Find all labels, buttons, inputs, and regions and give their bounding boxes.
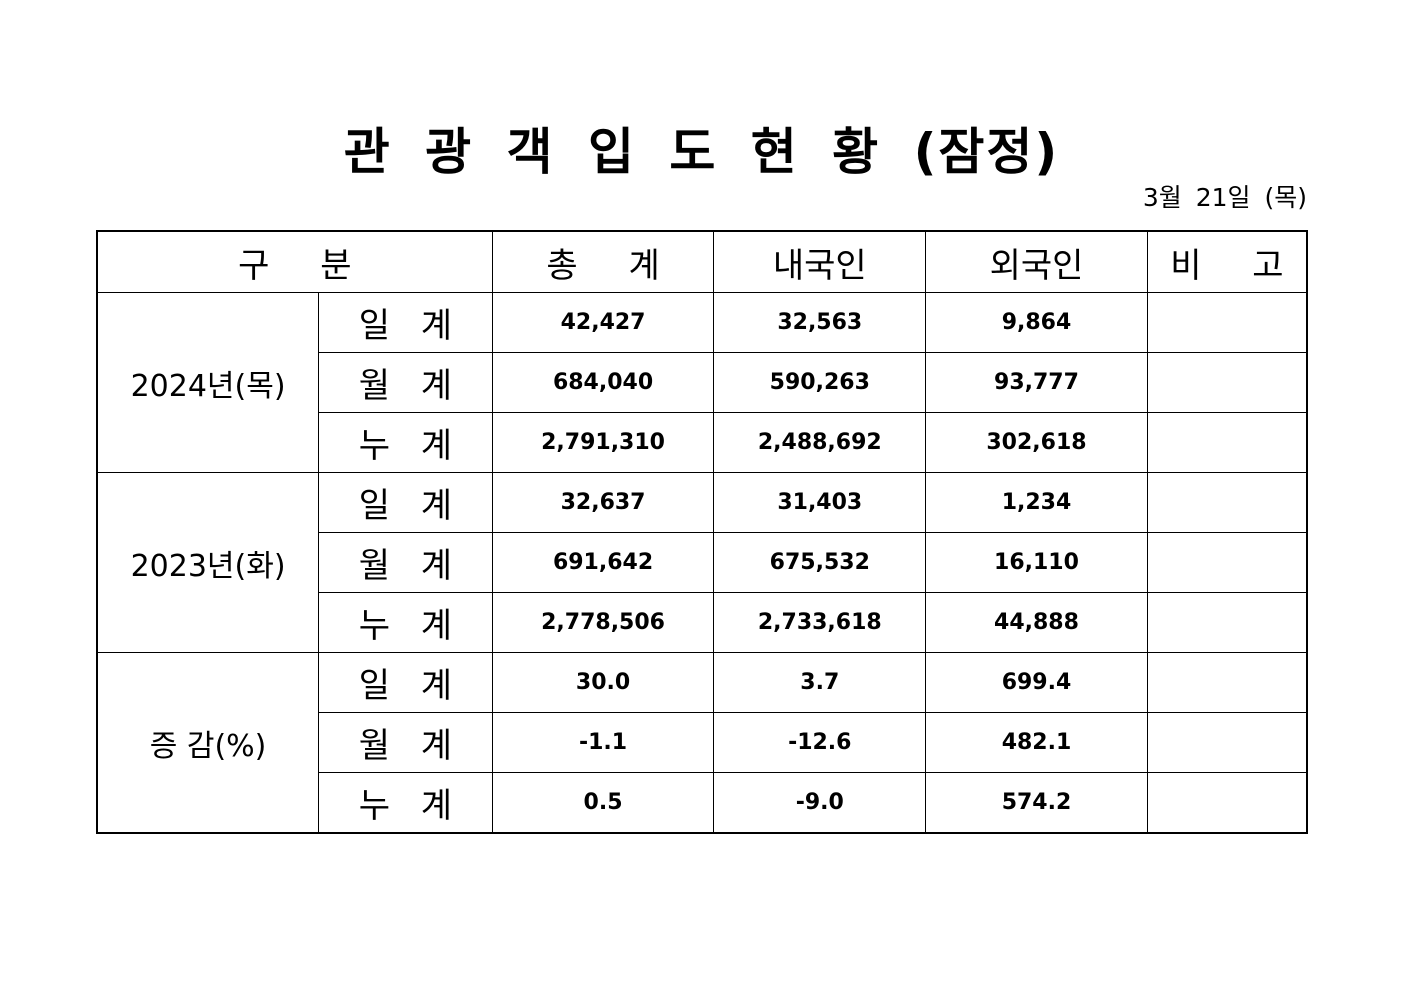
data-row: 누 계 2,791,310 2,488,692 302,618 [97, 412, 1308, 473]
value-cell: 0.5 [491, 772, 715, 834]
value-cell: 1,234 [925, 472, 1148, 533]
group-label: 2023년(화) [96, 472, 320, 653]
data-row: 2024년(목) 일 계 42,427 32,563 9,864 [96, 292, 1308, 473]
value-cell: 9,864 [925, 292, 1148, 353]
data-row: 월 계 691,642 675,532 16,110 [97, 532, 1308, 593]
value-cell: 482.1 [925, 712, 1148, 773]
remark-cell [1146, 772, 1308, 834]
row-label: 일 계 [318, 292, 493, 353]
value-cell: 44,888 [925, 592, 1148, 653]
row-label: 일 계 [318, 472, 493, 533]
remark-cell [1146, 472, 1308, 533]
remark-cell [1146, 652, 1308, 713]
row-label: 일 계 [318, 652, 493, 713]
value-cell: 16,110 [925, 532, 1148, 593]
remark-cell [1146, 292, 1308, 353]
value-cell: 31,403 [713, 472, 927, 533]
value-cell: 32,563 [713, 292, 927, 353]
value-cell: 2,488,692 [713, 412, 927, 473]
value-cell: 2,791,310 [491, 412, 715, 473]
row-label: 누 계 [318, 592, 493, 653]
data-row: 월 계 -1.1 -12.6 482.1 [97, 712, 1308, 773]
column-header: 외국인 [925, 230, 1148, 293]
value-cell: 302,618 [925, 412, 1148, 473]
value-cell: 2,733,618 [713, 592, 927, 653]
value-cell: 2,778,506 [491, 592, 715, 653]
value-cell: 675,532 [713, 532, 927, 593]
row-label: 누 계 [318, 772, 493, 834]
value-cell: -1.1 [491, 712, 715, 773]
remark-cell [1146, 592, 1308, 653]
group-label: 2024년(목) [96, 292, 320, 473]
remark-cell [1146, 532, 1308, 593]
remark-cell [1146, 412, 1308, 473]
value-cell: 691,642 [491, 532, 715, 593]
title: 관 광 객 입 도 현 황 (잠정) [343, 123, 1060, 181]
value-cell: 574.2 [925, 772, 1148, 834]
data-row: 2023년(화) 일 계 32,637 31,403 1,234 [96, 472, 1308, 653]
value-cell: 3.7 [713, 652, 927, 713]
column-header: 내국인 [713, 230, 927, 293]
row-label: 월 계 [318, 352, 493, 413]
data-row: 누 계 0.5 -9.0 574.2 [97, 772, 1308, 834]
value-cell: -12.6 [713, 712, 927, 773]
value-cell: -9.0 [713, 772, 927, 834]
value-cell: 699.4 [925, 652, 1148, 713]
column-header: 비 고 [1146, 230, 1308, 293]
date: 3월 21일 (목) [1142, 183, 1307, 212]
row-label: 월 계 [318, 712, 493, 773]
value-cell: 684,040 [491, 352, 715, 413]
remark-cell [1146, 712, 1308, 773]
row-label: 누 계 [318, 412, 493, 473]
value-cell: 30.0 [491, 652, 715, 713]
column-header: 총 계 [491, 230, 715, 293]
data-row: 증 감(%) 일 계 30.0 3.7 699.4 [96, 652, 1308, 834]
row-label: 월 계 [318, 532, 493, 593]
column-header: 구 분 [96, 230, 493, 293]
value-cell: 590,263 [713, 352, 927, 413]
value-cell: 93,777 [925, 352, 1148, 413]
group-label: 증 감(%) [96, 652, 320, 834]
value-cell: 32,637 [491, 472, 715, 533]
remark-cell [1146, 352, 1308, 413]
value-cell: 42,427 [491, 292, 715, 353]
data-row: 누 계 2,778,506 2,733,618 44,888 [97, 592, 1308, 653]
